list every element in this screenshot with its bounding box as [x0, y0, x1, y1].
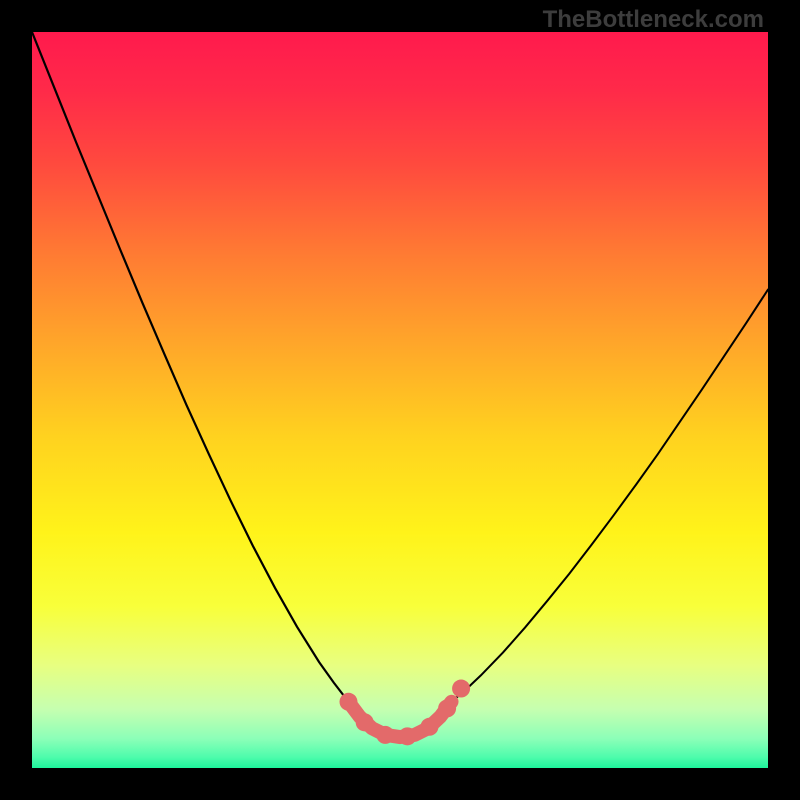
chart-svg [32, 32, 768, 768]
curve-left-line [32, 32, 348, 702]
plot-area [32, 32, 768, 768]
valley-marker-dot [339, 693, 357, 711]
curve-right-line [452, 290, 768, 702]
valley-marker-dot [398, 727, 416, 745]
chart-canvas: TheBottleneck.com [0, 0, 800, 800]
valley-marker-dot [438, 699, 456, 717]
watermark-text: TheBottleneck.com [543, 6, 764, 34]
valley-marker-dot [420, 718, 438, 736]
valley-marker-dot [452, 680, 470, 698]
valley-marker-dot [376, 726, 394, 744]
valley-marker-dot [356, 713, 374, 731]
